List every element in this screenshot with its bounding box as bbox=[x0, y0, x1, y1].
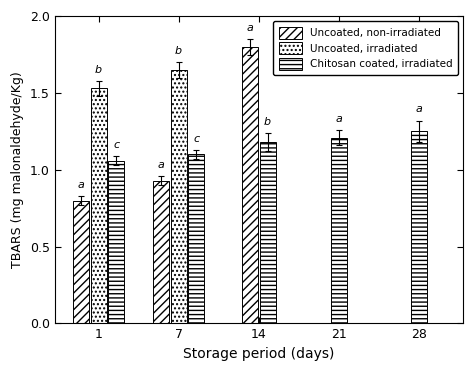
Bar bbox=[153, 180, 169, 324]
Bar bbox=[242, 47, 258, 324]
Y-axis label: TBARS (mg malonaldehyde/Kg): TBARS (mg malonaldehyde/Kg) bbox=[11, 71, 24, 268]
Text: c: c bbox=[193, 134, 199, 144]
Text: a: a bbox=[415, 105, 422, 115]
Bar bbox=[108, 161, 124, 324]
Legend: Uncoated, non-irradiated, Uncoated, irradiated, Chitosan coated, irradiated: Uncoated, non-irradiated, Uncoated, irra… bbox=[273, 21, 458, 75]
Bar bbox=[91, 88, 107, 324]
Text: a: a bbox=[157, 160, 164, 170]
Bar bbox=[171, 70, 187, 324]
Bar bbox=[411, 131, 427, 324]
Text: b: b bbox=[175, 46, 182, 56]
Text: c: c bbox=[113, 140, 119, 150]
Bar bbox=[331, 138, 347, 324]
Text: b: b bbox=[264, 117, 271, 127]
Text: b: b bbox=[95, 64, 102, 74]
Text: a: a bbox=[78, 180, 84, 190]
Bar bbox=[73, 201, 89, 324]
Bar bbox=[259, 142, 275, 324]
Text: a: a bbox=[246, 23, 253, 33]
Bar bbox=[188, 154, 204, 324]
X-axis label: Storage period (days): Storage period (days) bbox=[183, 347, 334, 361]
Text: a: a bbox=[335, 114, 342, 124]
